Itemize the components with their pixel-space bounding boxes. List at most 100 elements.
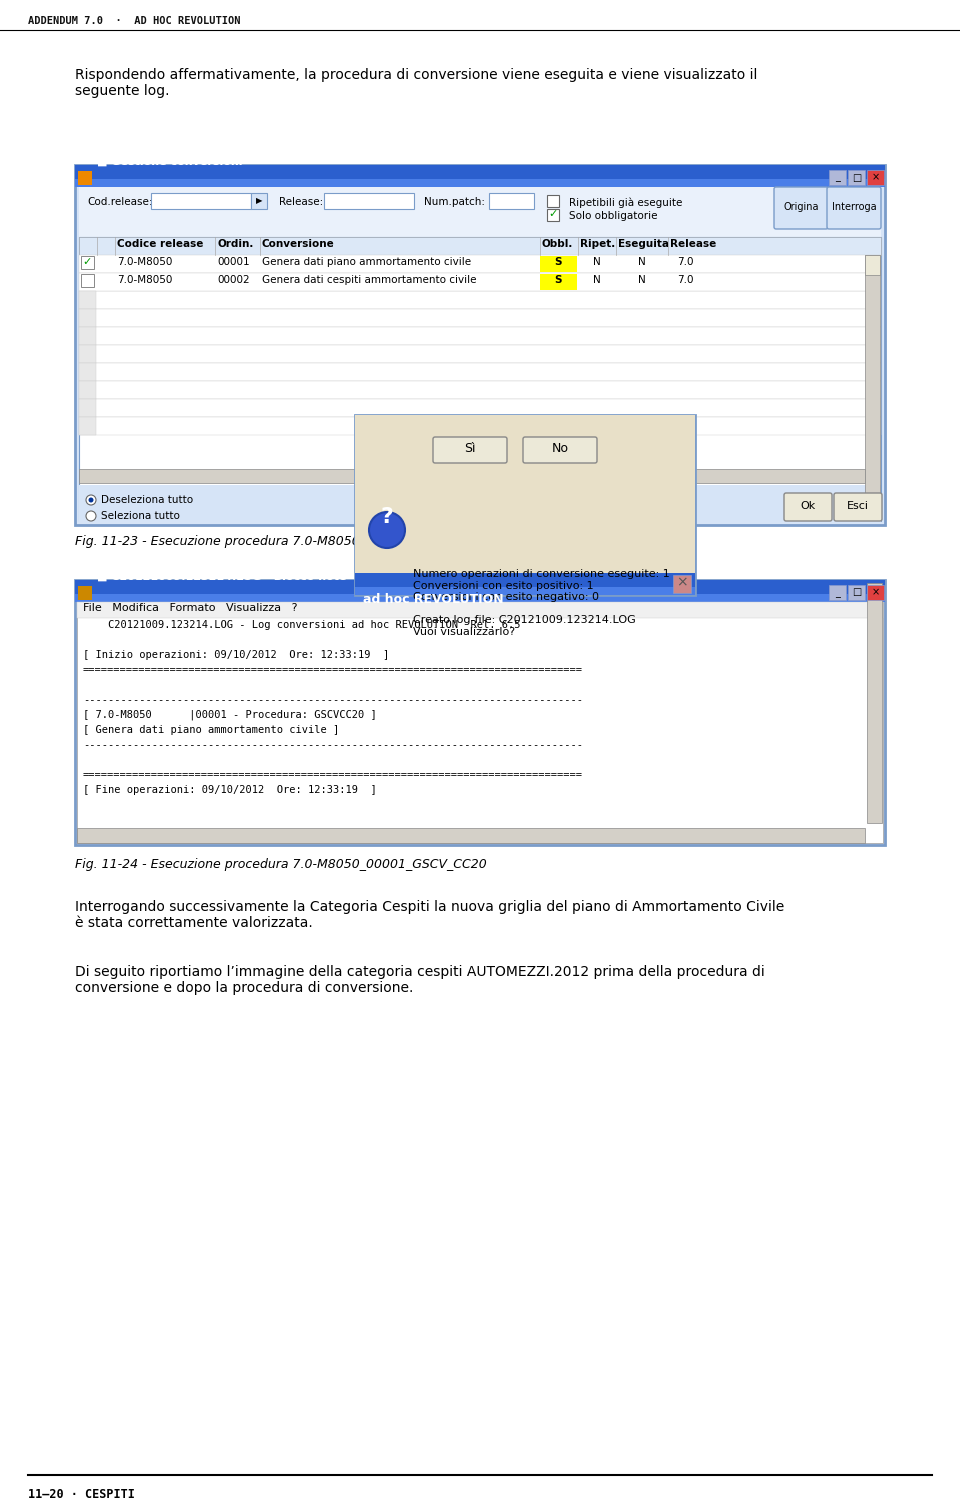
Bar [79,291,96,309]
Bar [75,579,885,602]
Text: Deseleziona tutto: Deseleziona tutto [101,495,193,506]
Bar [81,275,94,287]
Text: --------------------------------------------------------------------------------: ----------------------------------------… [83,739,583,750]
Bar [355,415,695,573]
Bar [78,585,92,601]
Bar [151,193,251,210]
FancyBboxPatch shape [784,493,832,521]
Circle shape [86,495,96,506]
Text: [ Inizio operazioni: 09/10/2012  Ore: 12:33:19  ]: [ Inizio operazioni: 09/10/2012 Ore: 12:… [83,650,389,659]
Text: C20121009.123214.LOG - Log conversioni ad hoc REVOLUTION  Rel. 6.5: C20121009.123214.LOG - Log conversioni a… [83,620,520,629]
Bar [79,187,881,521]
Text: N: N [638,275,646,285]
Text: 00002: 00002 [217,275,250,285]
Bar [540,257,577,272]
Text: N: N [593,257,601,267]
Text: Codice release: Codice release [117,238,204,249]
Text: ×: × [872,172,879,183]
Bar [75,595,885,602]
Bar [540,275,577,290]
Bar [547,210,559,220]
Bar [77,602,883,844]
Bar [81,257,94,269]
Text: ================================================================================: ========================================… [83,770,583,780]
Bar [489,193,534,210]
Text: N: N [638,257,646,267]
Text: Fig. 11-23 - Esecuzione procedura 7.0-M8050_00001_GSCV_CC20: Fig. 11-23 - Esecuzione procedura 7.0-M8… [75,536,487,548]
Bar [355,415,695,595]
Bar [829,585,846,601]
Bar [79,255,881,273]
Bar [79,291,881,309]
Text: ad hoc REVOLUTION: ad hoc REVOLUTION [363,593,504,607]
Bar [355,587,695,595]
Text: 7.0: 7.0 [677,275,693,285]
Bar [77,602,883,619]
Text: Obbl.: Obbl. [542,238,573,249]
Text: Eseguita: Eseguita [618,238,669,249]
Text: Num.patch:: Num.patch: [424,198,485,207]
Circle shape [88,498,93,502]
Text: Fig. 11-24 - Esecuzione procedura 7.0-M8050_00001_GSCV_CC20: Fig. 11-24 - Esecuzione procedura 7.0-M8… [75,859,487,871]
Bar [79,309,881,327]
Text: Cod.release:: Cod.release: [87,198,153,207]
Text: Release: Release [670,238,716,249]
Text: 00001: 00001 [217,257,250,267]
Text: No: No [551,442,568,456]
Text: Interrogando successivamente la Categoria Cespiti la nuova griglia del piano di : Interrogando successivamente la Categori… [75,899,784,930]
Text: Numero operazioni di conversione eseguite: 1
Conversioni con esito positivo: 1
C: Numero operazioni di conversione eseguit… [413,569,670,637]
Text: [ Fine operazioni: 09/10/2012  Ore: 12:33:19  ]: [ Fine operazioni: 09/10/2012 Ore: 12:33… [83,785,376,795]
Bar [355,573,695,595]
Bar [79,398,96,416]
Bar [867,582,882,822]
Text: S: S [554,257,562,267]
Bar [79,309,96,327]
FancyBboxPatch shape [433,438,507,463]
Bar [324,193,414,210]
Bar [79,398,881,416]
Text: ×: × [676,575,687,589]
Text: [ Genera dati piano ammortamento civile ]: [ Genera dati piano ammortamento civile … [83,724,339,735]
Text: Solo obbligatorie: Solo obbligatorie [569,211,658,220]
Bar [79,364,881,380]
Text: Ok: Ok [801,501,816,512]
Bar [77,828,865,844]
Text: Conversione: Conversione [262,238,335,249]
FancyBboxPatch shape [774,187,828,229]
Text: S: S [554,275,562,285]
Bar [79,237,881,521]
Text: ■ Gestione conversioni: ■ Gestione conversioni [97,157,243,167]
Text: Release:: Release: [279,198,324,207]
Bar [673,575,691,593]
Text: Genera dati cespiti ammortamento civile: Genera dati cespiti ammortamento civile [262,275,476,285]
Text: ADDENDUM 7.0  ·  AD HOC REVOLUTION: ADDENDUM 7.0 · AD HOC REVOLUTION [28,17,241,26]
Bar [848,585,865,601]
Text: ✓: ✓ [548,210,558,219]
Circle shape [369,512,405,548]
Bar [79,469,865,483]
Text: N: N [593,275,601,285]
Bar [79,484,881,524]
Bar [547,195,559,207]
Bar [75,579,885,845]
Text: Interroga: Interroga [831,202,876,211]
Text: Ripetibili già eseguite: Ripetibili già eseguite [569,198,683,208]
Bar [79,273,881,291]
Bar [829,171,846,186]
Bar [867,585,884,601]
Bar [79,346,96,364]
FancyBboxPatch shape [834,493,882,521]
Bar [79,327,96,346]
Text: ▶: ▶ [255,196,262,205]
Text: □: □ [852,172,861,183]
Text: [ 7.0-M8050      |00001 - Procedura: GSCVCC20 ]: [ 7.0-M8050 |00001 - Procedura: GSCVCC20… [83,711,376,720]
Text: 11—20 · CESPITI: 11—20 · CESPITI [28,1488,134,1501]
Text: File   Modifica   Formato   Visualizza   ?: File Modifica Formato Visualizza ? [83,604,298,613]
Text: Esci: Esci [847,501,869,512]
Text: Ripet.: Ripet. [580,238,615,249]
Text: Di seguito riportiamo l’immagine della categoria cespiti AUTOMEZZI.2012 prima de: Di seguito riportiamo l’immagine della c… [75,964,765,996]
Text: Sì: Sì [465,442,476,456]
Bar [75,164,885,525]
Text: ?: ? [380,507,394,527]
Bar [251,193,267,210]
